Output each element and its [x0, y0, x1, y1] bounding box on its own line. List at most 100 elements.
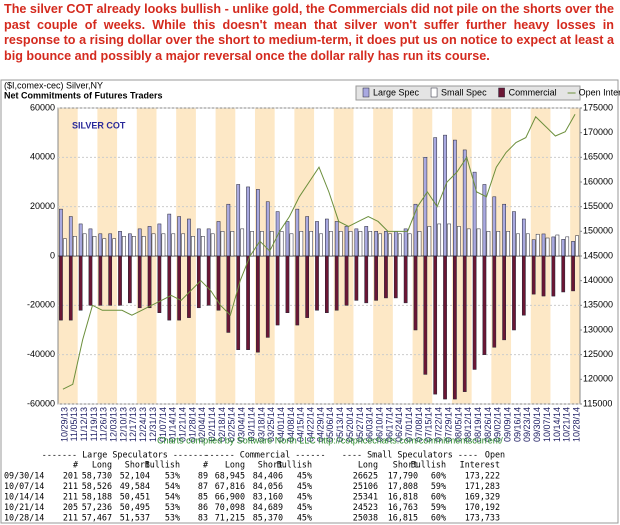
- table-cell: 89: [198, 471, 208, 481]
- bar: [476, 228, 481, 257]
- x-tick-label: 05/13/14: [335, 407, 345, 442]
- bar: [295, 208, 300, 257]
- table-cell: 83,160: [253, 492, 283, 502]
- legend-label: Small Spec: [441, 87, 487, 97]
- bar: [92, 236, 97, 257]
- bar: [521, 218, 526, 257]
- bar: [393, 231, 398, 257]
- x-tick-label: 12/31/13: [148, 407, 158, 442]
- bar: [250, 231, 254, 257]
- bar: [275, 255, 280, 326]
- bar: [541, 255, 546, 297]
- table-cell: 24523: [353, 502, 378, 512]
- bar: [167, 213, 172, 257]
- x-tick-label: 01/07/14: [158, 407, 168, 442]
- bar: [220, 231, 225, 257]
- y2-tick-label: 125000: [583, 349, 613, 359]
- x-tick-label: 09/23/14: [522, 407, 532, 442]
- table-cell: 16,815: [388, 513, 418, 523]
- table-cell: 86: [198, 502, 208, 512]
- bar: [305, 216, 310, 257]
- bar: [309, 231, 314, 257]
- bar: [151, 233, 156, 257]
- table-cell: 53%: [165, 513, 180, 523]
- bar: [206, 228, 211, 257]
- legend-swatch: [498, 87, 505, 98]
- bar: [78, 223, 83, 257]
- bar: [348, 231, 353, 257]
- y2-tick-label: 130000: [583, 324, 613, 334]
- table-column: Bullish: [277, 460, 312, 470]
- table-cell: 26625: [353, 471, 378, 481]
- table-cell: 83: [198, 513, 208, 523]
- legend-box: [355, 85, 581, 101]
- bar: [122, 236, 126, 257]
- bar: [285, 255, 290, 313]
- table-cell: 85: [198, 492, 208, 502]
- table-cell: 16,818: [388, 492, 418, 502]
- bar: [393, 255, 398, 299]
- table-cell: 25341: [353, 492, 378, 502]
- table-cell: 85,370: [253, 513, 283, 523]
- x-tick-label: 10/28/14: [571, 407, 581, 442]
- y2-tick-label: 120000: [583, 374, 613, 384]
- bar: [108, 255, 113, 306]
- table-cell: 09/30/14: [4, 471, 44, 481]
- bar: [531, 239, 536, 257]
- chart-frame: [0, 79, 619, 524]
- bar: [289, 233, 294, 257]
- bar: [502, 255, 506, 341]
- x-tick-label: 07/01/14: [404, 407, 414, 442]
- chart-subtitle: Net Commitments of Futures Traders: [4, 90, 163, 100]
- bar: [137, 228, 142, 257]
- bar: [423, 255, 428, 375]
- x-tick-label: 09/02/14: [493, 407, 503, 442]
- x-tick-label: 07/29/14: [443, 407, 453, 442]
- bar: [482, 255, 487, 355]
- table-cell: 211: [63, 513, 78, 523]
- y-tick-label: 20000: [30, 201, 55, 211]
- table-cell: 58,526: [82, 481, 112, 491]
- table-cell: 58,188: [82, 492, 112, 502]
- bar: [216, 221, 221, 257]
- table-cell: 49,584: [120, 481, 150, 491]
- bar: [240, 228, 245, 257]
- x-tick-label: 09/09/14: [503, 407, 513, 442]
- table-cell: 58,730: [82, 471, 112, 481]
- legend-swatch: [430, 87, 438, 98]
- bar: [413, 255, 418, 331]
- bar: [324, 255, 329, 313]
- y-tick-label: 40000: [30, 152, 55, 162]
- bar: [453, 139, 457, 257]
- bar: [571, 241, 575, 257]
- table-cell: 57,236: [82, 502, 112, 512]
- bar: [354, 255, 359, 301]
- table-column: Bullish: [145, 460, 180, 470]
- x-tick-label: 08/19/14: [473, 407, 483, 442]
- table-cell: 173,222: [465, 471, 500, 481]
- bar: [531, 255, 536, 295]
- table-cell: 54%: [165, 492, 180, 502]
- bar: [315, 221, 319, 257]
- bar: [378, 233, 382, 257]
- legend-label: Commercial: [509, 87, 557, 97]
- legend-swatch: [362, 87, 370, 98]
- bar: [59, 255, 63, 321]
- x-tick-label: 07/08/14: [414, 407, 424, 442]
- table-cell: 45%: [297, 492, 312, 502]
- table-cell: 84,689: [253, 502, 283, 512]
- bar: [246, 255, 250, 350]
- bar: [246, 186, 250, 257]
- x-tick-label: 07/15/14: [424, 407, 434, 442]
- bar: [364, 255, 369, 304]
- y-tick-label: -60000: [27, 398, 55, 408]
- bar: [358, 231, 363, 257]
- y-tick-label: 0: [50, 250, 55, 260]
- bar: [63, 238, 67, 257]
- x-tick-label: 02/25/14: [227, 407, 237, 442]
- bar: [167, 255, 172, 321]
- table-cell: 211: [63, 492, 78, 502]
- table-cell: 201: [63, 471, 78, 481]
- x-tick-label: 03/11/14: [246, 407, 256, 441]
- table-cell: 59%: [431, 502, 446, 512]
